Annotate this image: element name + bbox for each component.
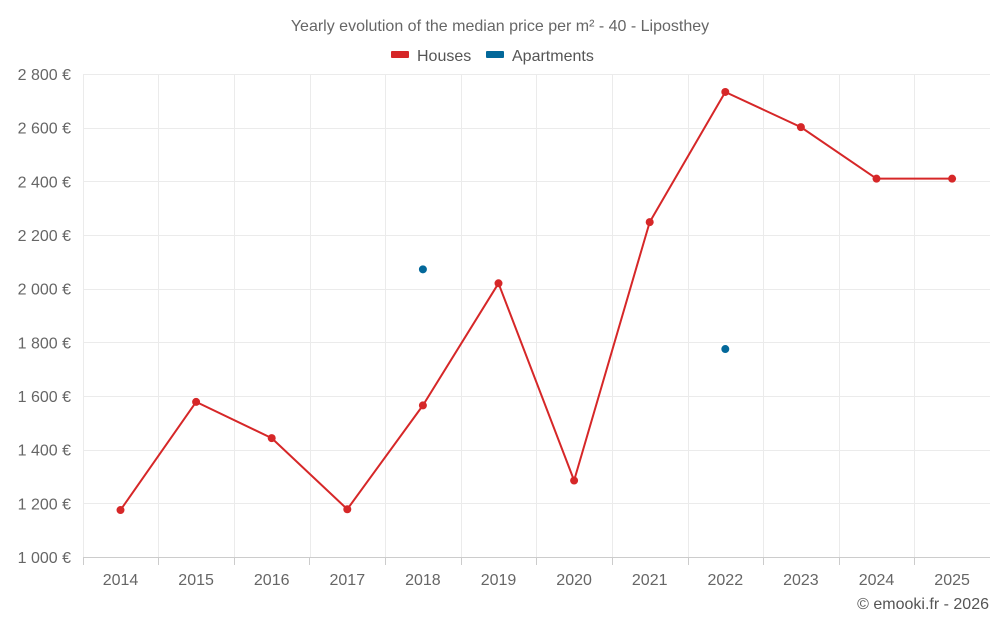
houses-line-segment <box>195 400 273 440</box>
x-tick-label: 2014 <box>103 572 139 589</box>
houses-point-2021[interactable] <box>645 218 654 227</box>
houses-point-2016[interactable] <box>267 434 276 443</box>
houses-point-2017[interactable] <box>343 505 352 514</box>
apartments-point-2022[interactable] <box>721 345 730 354</box>
x-tick-label: 2019 <box>481 572 517 589</box>
x-tick-label: 2024 <box>859 572 895 589</box>
y-tick-label: 2 600 € <box>18 121 71 138</box>
houses-line-segment <box>421 282 500 407</box>
credit-text: © emooki.fr - 2026 <box>857 596 989 613</box>
houses-line-segment <box>724 90 802 129</box>
y-axis: 1 000 € 1 200 € 1 400 € 1 600 € 1 800 € 2 000… <box>18 67 71 567</box>
houses-line-segment <box>799 126 878 180</box>
apartments-point-2018[interactable] <box>418 265 427 274</box>
x-tick-label: 2022 <box>708 572 744 589</box>
x-axis: 2014 2015 2016 2017 2018 2019 2020 2021 2022 2023… <box>83 557 990 589</box>
series-layer <box>116 87 957 515</box>
houses-point-2023[interactable] <box>796 123 805 132</box>
houses-point-2025[interactable] <box>948 174 957 183</box>
x-tick-label: 2016 <box>254 572 290 589</box>
houses-point-2019[interactable] <box>494 279 503 288</box>
legend: Houses Apartments <box>391 48 594 65</box>
houses-point-2014[interactable] <box>116 506 125 515</box>
legend-label-houses[interactable]: Houses <box>417 48 471 65</box>
houses-line-segment <box>648 90 727 224</box>
y-tick-label: 1 600 € <box>18 389 71 406</box>
houses-line-segment <box>270 437 349 511</box>
houses-line-segment <box>346 404 424 511</box>
x-tick-label: 2021 <box>632 572 668 589</box>
houses-point-2024[interactable] <box>872 174 881 183</box>
legend-swatch-apartments[interactable] <box>486 51 504 58</box>
y-tick-label: 2 400 € <box>18 174 71 191</box>
houses-line-segment <box>573 221 651 482</box>
chart-title: Yearly evolution of the median price per… <box>291 18 709 35</box>
x-tick-label: 2020 <box>556 572 592 589</box>
houses-line-segment <box>119 400 198 512</box>
houses-point-2022[interactable] <box>721 87 730 96</box>
y-tick-label: 1 200 € <box>18 496 71 513</box>
y-tick-label: 1 800 € <box>18 335 71 352</box>
y-tick-label: 2 000 € <box>18 282 71 299</box>
houses-point-2018[interactable] <box>418 401 427 410</box>
x-tick-label: 2015 <box>178 572 214 589</box>
x-tick-label: 2017 <box>330 572 366 589</box>
x-tick-label: 2018 <box>405 572 441 589</box>
houses-line-segment <box>497 282 576 482</box>
legend-label-apartments[interactable]: Apartments <box>512 48 594 65</box>
x-tick-label: 2025 <box>934 572 970 589</box>
legend-swatch-houses[interactable] <box>391 51 409 58</box>
x-tick-label: 2023 <box>783 572 819 589</box>
grid <box>83 74 990 557</box>
houses-point-2015[interactable] <box>192 397 201 406</box>
y-tick-label: 2 800 € <box>18 67 71 84</box>
houses-point-2020[interactable] <box>570 476 579 485</box>
y-tick-label: 1 000 € <box>18 550 71 567</box>
y-tick-label: 2 200 € <box>18 228 71 245</box>
y-tick-label: 1 400 € <box>18 443 71 460</box>
